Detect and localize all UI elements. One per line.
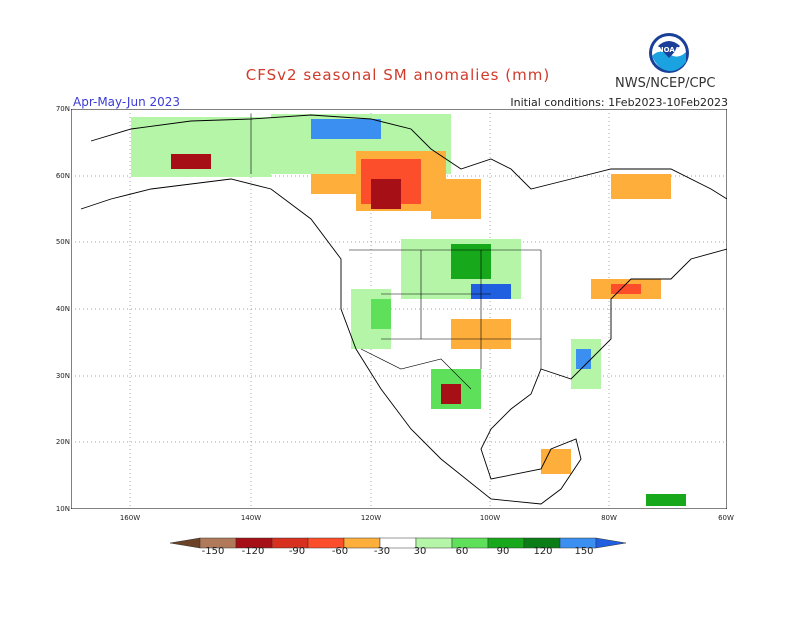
noaa-logo: NOAA xyxy=(648,32,690,74)
lon-label-100w: 100W xyxy=(479,514,501,522)
colorbar-swatch xyxy=(595,537,627,549)
lat-label-40n: 40N xyxy=(55,305,70,313)
colorbar-label: -60 xyxy=(331,546,349,557)
map-title: CFSv2 seasonal SM anomalies (mm) xyxy=(245,66,551,84)
anomaly-map xyxy=(70,108,728,510)
initial-conditions: Initial conditions: 1Feb2023-10Feb2023 xyxy=(510,96,728,109)
lat-label-50n: 50N xyxy=(55,238,70,246)
lat-label-30n: 30N xyxy=(55,372,70,380)
forecast-period: Apr-May-Jun 2023 xyxy=(73,95,181,109)
lat-label-10n: 10N xyxy=(55,505,70,513)
colorbar-label: -150 xyxy=(201,546,225,557)
lon-label-140w: 140W xyxy=(240,514,262,522)
lat-label-20n: 20N xyxy=(55,438,70,446)
lon-label-160w: 160W xyxy=(119,514,141,522)
colorbar-label: 30 xyxy=(413,546,427,557)
colorbar xyxy=(169,535,630,569)
lon-label-60w: 60W xyxy=(718,514,734,522)
noaa-logo-text: NOAA xyxy=(658,46,681,54)
lon-label-120w: 120W xyxy=(360,514,382,522)
colorbar-label: -120 xyxy=(241,546,265,557)
colorbar-label: -90 xyxy=(288,546,306,557)
anomaly-fields xyxy=(131,114,686,506)
political-borders xyxy=(250,114,542,390)
lat-label-70n: 70N xyxy=(55,105,70,113)
colorbar-label: -30 xyxy=(373,546,391,557)
colorbar-label: 150 xyxy=(574,546,594,557)
lon-label-80w: 80W xyxy=(601,514,617,522)
colorbar-label: 120 xyxy=(533,546,553,557)
agency-label: NWS/NCEP/CPC xyxy=(615,76,716,91)
lat-label-60n: 60N xyxy=(55,172,70,180)
colorbar-label: 60 xyxy=(455,546,469,557)
colorbar-label: 90 xyxy=(496,546,510,557)
